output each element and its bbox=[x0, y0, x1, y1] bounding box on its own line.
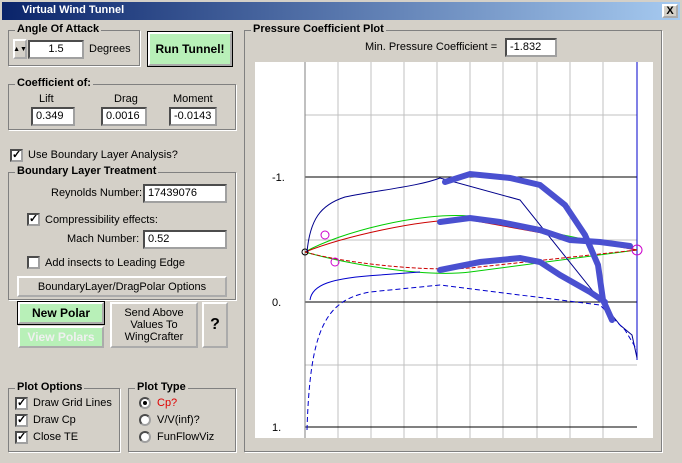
run-button[interactable]: Run Tunnel! bbox=[147, 31, 233, 67]
drag-value[interactable]: 0.0016 bbox=[101, 107, 147, 126]
group-label: Pressure Coefficient Plot bbox=[251, 23, 386, 35]
send-button[interactable]: Send Above Values To WingCrafter bbox=[110, 302, 198, 348]
group-label: Plot Options bbox=[15, 381, 85, 393]
mach-input[interactable]: 0.52 bbox=[143, 230, 227, 249]
plot-options-group: Plot Options ✓ Draw Grid Lines ✓ Draw Cp ✓ Clo… bbox=[8, 381, 120, 452]
lift-label: Lift bbox=[39, 93, 54, 105]
radio[interactable] bbox=[139, 397, 151, 409]
plot-group: Pressure Coefficient Plot Min. Pressure … bbox=[244, 23, 662, 452]
group-label: Plot Type bbox=[135, 381, 188, 393]
moment-label: Moment bbox=[173, 93, 213, 105]
min-cp-label: Min. Pressure Coefficient = bbox=[365, 41, 498, 53]
radio-label: FunFlowViz bbox=[157, 431, 215, 443]
radio[interactable] bbox=[139, 431, 151, 443]
moment-value[interactable]: -0.0143 bbox=[169, 107, 217, 126]
radio-label: V/V(inf)? bbox=[157, 414, 200, 426]
plot-type-group: Plot Type Cp? V/V(inf)? FunFlowViz bbox=[128, 381, 236, 452]
unit: Degrees bbox=[89, 43, 131, 55]
aoa-input[interactable]: 1.5 bbox=[28, 40, 84, 59]
checkbox[interactable]: ✓ bbox=[27, 213, 40, 226]
checkbox-label: Draw Grid Lines bbox=[33, 397, 112, 409]
checkbox[interactable]: ✓ bbox=[15, 414, 28, 427]
checkbox[interactable]: ✓ bbox=[15, 397, 28, 410]
new-polar-button[interactable]: New Polar bbox=[17, 301, 105, 325]
checkbox-label: Draw Cp bbox=[33, 414, 76, 426]
checkbox[interactable]: ✓ bbox=[15, 431, 28, 444]
close-button[interactable]: X bbox=[662, 4, 678, 18]
options-button[interactable]: BoundaryLayer/DragPolar Options bbox=[17, 276, 227, 297]
checkbox-label: Use Boundary Layer Analysis? bbox=[28, 149, 178, 161]
aoa-group: Angle Of Attack ▲▼ 1.5 Degrees bbox=[8, 23, 140, 66]
title-bar: Virtual Wind Tunnel X bbox=[2, 2, 680, 20]
view-polars-button[interactable]: View Polars bbox=[18, 326, 104, 348]
drag-label: Drag bbox=[114, 93, 138, 105]
spinner[interactable]: ▲▼ bbox=[13, 39, 27, 59]
group-label: Coefficient of: bbox=[15, 77, 93, 89]
radio[interactable] bbox=[139, 414, 151, 426]
coefficients-group: Coefficient of: Lift 0.349 Drag 0.0016 M… bbox=[8, 77, 236, 130]
window-title: Virtual Wind Tunnel bbox=[22, 4, 125, 16]
radio-label: Cp? bbox=[157, 397, 178, 409]
min-cp-value: -1.832 bbox=[505, 38, 557, 57]
checkbox-label: Compressibility effects: bbox=[45, 214, 158, 226]
mach-label: Mach Number: bbox=[67, 233, 140, 245]
reynolds-input[interactable]: 17439076 bbox=[143, 184, 227, 203]
group-label: Boundary Layer Treatment bbox=[15, 165, 159, 177]
checkbox-label: Add insects to Leading Edge bbox=[45, 257, 186, 269]
lift-value[interactable]: 0.349 bbox=[31, 107, 75, 126]
boundary-layer-group: Boundary Layer Treatment Reynolds Number… bbox=[8, 165, 236, 300]
checkbox[interactable] bbox=[27, 256, 40, 269]
checkbox[interactable]: ✓ bbox=[10, 149, 23, 162]
group-label: Angle Of Attack bbox=[15, 23, 102, 35]
help-button[interactable]: ? bbox=[202, 302, 228, 348]
checkbox-label: Close TE bbox=[33, 431, 79, 443]
reynolds-label: Reynolds Number: bbox=[51, 187, 143, 199]
